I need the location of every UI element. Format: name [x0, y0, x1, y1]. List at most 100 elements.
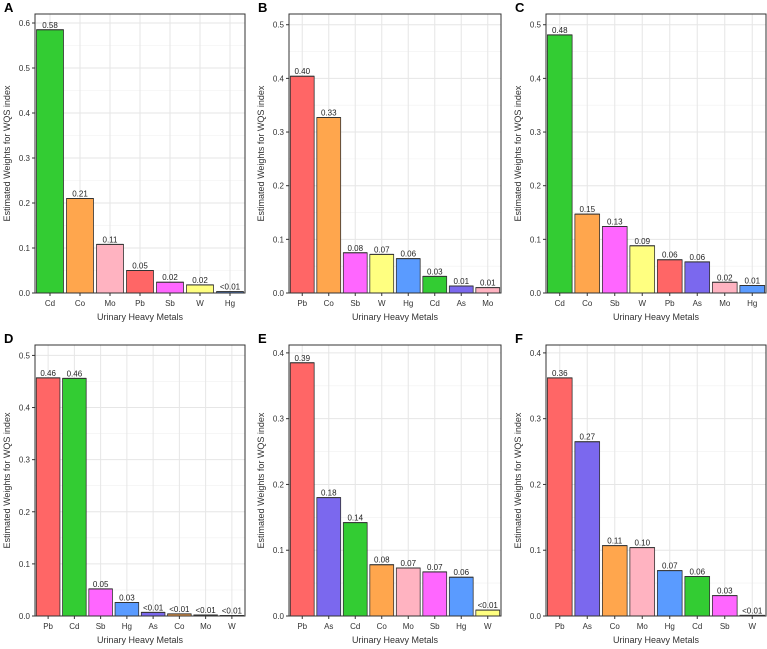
bar: [316, 497, 342, 617]
y-axis-title: Estimated Weights for WQS index: [513, 85, 523, 221]
panel-f: 0.0 0.1 0.2 0.3 0.4 0.36 Pb 0.27 As 0.11 Co 0.10 Mo 0…: [513, 331, 767, 645]
data-label: 0.39: [294, 354, 310, 363]
data-label: 0.05: [93, 580, 109, 589]
data-label: 0.15: [579, 205, 595, 214]
x-tick-label: As: [457, 299, 466, 308]
x-tick-label: Sb: [350, 299, 360, 308]
x-axis-title: Urinary Heavy Metals: [97, 312, 184, 322]
x-tick-label: Pb: [297, 622, 307, 631]
y-tick-label: 0.4: [273, 74, 285, 83]
x-tick-label: Mo: [637, 622, 649, 631]
x-tick-label: Mo: [403, 622, 415, 631]
y-tick-label: 0.2: [530, 480, 542, 489]
data-label: 0.14: [347, 514, 363, 523]
panel-a: 0.0 0.1 0.2 0.3 0.4 0.5 0.6 0.58 Cd 0.21 Co 0.11 Mo 0…: [2, 0, 246, 322]
y-axis-title: Estimated Weights for WQS index: [256, 412, 266, 548]
y-tick-label: 0.2: [273, 182, 285, 191]
x-tick-label: Sb: [96, 622, 106, 631]
y-axis-title: Estimated Weights for WQS index: [513, 412, 523, 548]
x-tick-label: Sb: [165, 299, 175, 308]
y-tick-label: 0.0: [19, 612, 31, 621]
y-tick-label: 0.0: [273, 612, 285, 621]
y-tick-label: 0.4: [19, 404, 31, 413]
data-label: 0.08: [347, 244, 363, 253]
x-tick-label: Co: [75, 299, 86, 308]
data-label: <0.01: [742, 606, 763, 615]
y-tick-label: 0.6: [19, 19, 31, 28]
data-label: 0.10: [634, 539, 650, 548]
y-tick-label: 0.0: [530, 612, 542, 621]
y-tick-label: 0.4: [530, 74, 542, 83]
y-tick-label: 0.5: [19, 64, 31, 73]
bar: [546, 377, 573, 617]
bar: [114, 602, 140, 617]
y-tick-label: 0.4: [273, 349, 285, 358]
y-tick-label: 0.0: [19, 289, 31, 298]
x-tick-label: W: [748, 622, 756, 631]
data-label: 0.18: [321, 489, 337, 498]
bar: [629, 547, 656, 617]
y-tick-label: 0.1: [273, 235, 285, 244]
x-tick-label: Hg: [122, 622, 132, 631]
data-label: 0.46: [67, 369, 83, 378]
x-tick-label: W: [196, 299, 204, 308]
data-label: 0.07: [400, 559, 416, 568]
panel-label: A: [4, 0, 14, 15]
x-tick-label: Pb: [297, 299, 307, 308]
plot-border: [288, 13, 502, 294]
bar: [448, 576, 474, 617]
x-tick-label: Mo: [719, 299, 731, 308]
y-tick-label: 0.1: [530, 546, 542, 555]
data-label: <0.01: [478, 601, 499, 610]
data-label: 0.02: [192, 276, 208, 285]
bar: [342, 522, 368, 617]
bar: [96, 243, 124, 294]
x-axis-title: Urinary Heavy Metals: [352, 312, 439, 322]
data-label: 0.58: [42, 21, 58, 30]
data-label: 0.02: [162, 273, 178, 282]
bar: [88, 588, 113, 617]
data-label: 0.48: [552, 26, 568, 35]
y-tick-label: 0.1: [273, 546, 285, 555]
bar: [66, 198, 94, 294]
bar: [684, 261, 711, 294]
panel-c: 0.0 0.1 0.2 0.3 0.4 0.5 0.48 Cd 0.15 Co 0.13 Sb 0.09…: [513, 0, 767, 322]
y-tick-label: 0.1: [19, 244, 31, 253]
x-axis-title: Urinary Heavy Metals: [613, 312, 700, 322]
panel-b: 0.0 0.1 0.2 0.3 0.4 0.5 0.40 Pb 0.33 Co 0.08 Sb 0.07…: [256, 0, 502, 322]
panel-d: 0.0 0.1 0.2 0.3 0.4 0.5 0.46 Pb 0.46 Cd 0.05 Sb 0.03…: [2, 331, 246, 645]
panel-label: D: [4, 331, 13, 346]
data-label: 0.06: [400, 250, 416, 259]
y-tick-label: 0.2: [19, 199, 31, 208]
bar: [656, 259, 683, 294]
data-label: 0.07: [427, 563, 443, 572]
bar: [316, 117, 342, 294]
data-label: 0.03: [427, 267, 443, 276]
bar: [546, 34, 573, 294]
x-tick-label: Pb: [555, 622, 565, 631]
panel-label: B: [258, 0, 267, 15]
bar: [475, 287, 501, 294]
panel-label: E: [258, 331, 267, 346]
bar: [422, 275, 448, 294]
x-axis-title: Urinary Heavy Metals: [352, 635, 439, 645]
x-tick-label: Sb: [720, 622, 730, 631]
bar: [36, 29, 64, 294]
y-tick-label: 0.3: [19, 456, 31, 465]
bar: [739, 285, 766, 294]
plot-border: [34, 344, 246, 617]
y-tick-label: 0.2: [273, 480, 285, 489]
x-tick-label: Co: [610, 622, 621, 631]
data-label: 0.36: [552, 369, 568, 378]
x-tick-label: Co: [324, 299, 335, 308]
x-tick-label: Cd: [692, 622, 702, 631]
x-tick-label: As: [583, 622, 592, 631]
data-label: 0.01: [453, 277, 469, 286]
y-axis-title: Estimated Weights for WQS index: [256, 85, 266, 221]
x-tick-label: Cd: [555, 299, 565, 308]
x-axis-title: Urinary Heavy Metals: [97, 635, 184, 645]
bar: [448, 285, 474, 294]
x-tick-label: W: [228, 622, 236, 631]
plot-border: [545, 13, 767, 294]
